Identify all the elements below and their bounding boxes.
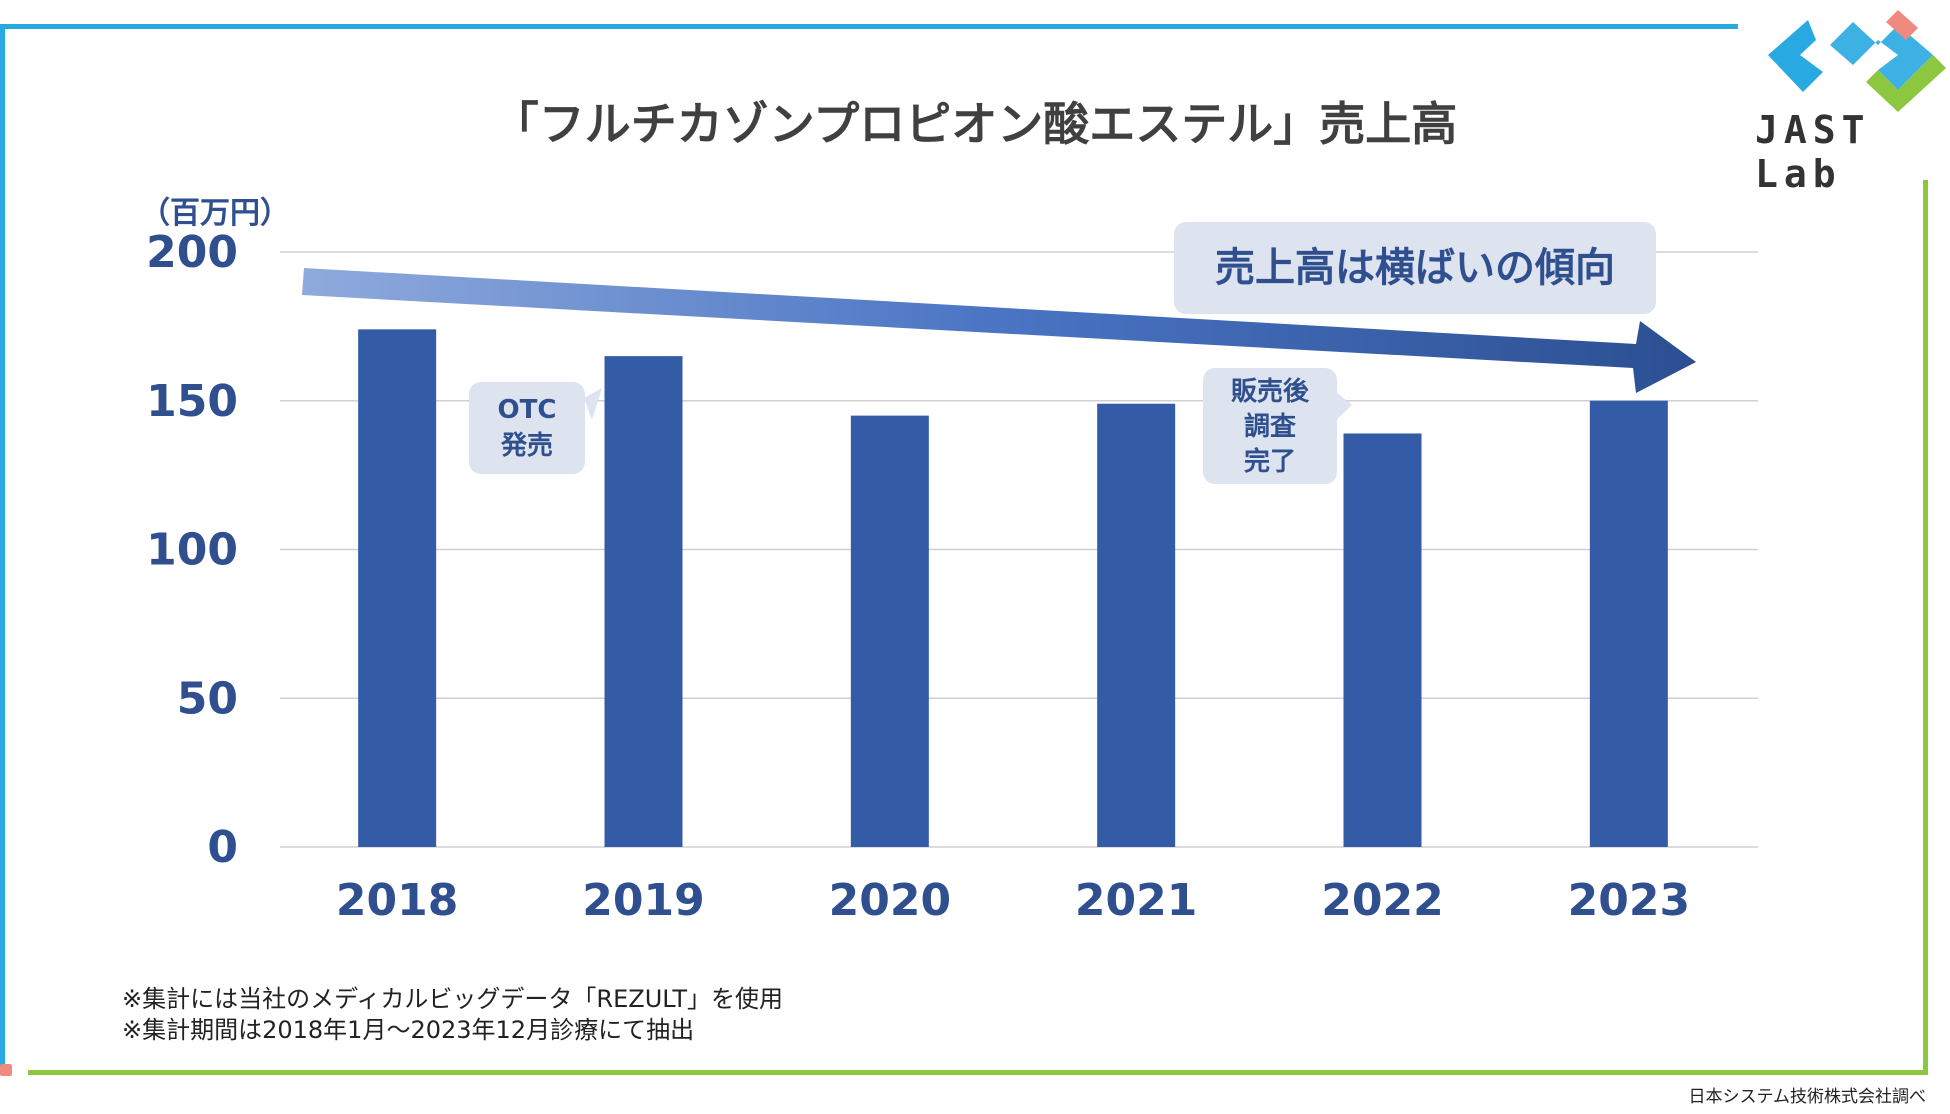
trend-arrow-icon [302,268,1696,393]
trend-callout: 売上高は横ばいの傾向 [1174,222,1656,314]
footnote: ※集計には当社のメディカルビッグデータ「REZULT」を使用 [122,985,784,1013]
otc-callout-line: OTC [497,395,557,425]
post-marketing-survey-callout: 販売後 調査 完了 [1203,368,1337,484]
y-tick-label: 100 [146,525,238,576]
bar-2018 [358,329,437,848]
frame-right-border [1923,180,1928,1075]
frame-left-border [0,24,5,1074]
footnote: ※集計期間は2018年1月～2023年12月診療にて抽出 [122,1016,695,1044]
y-tick-label: 50 [177,673,238,724]
bar-2019 [604,356,683,847]
survey-callout-line: 販売後 [1230,377,1309,407]
x-tick-label: 2020 [829,875,951,926]
survey-callout-line: 完了 [1243,447,1296,477]
y-axis-unit-label: （百万円） [140,196,290,231]
survey-callout-tail [1336,392,1352,420]
bar-2020 [850,415,929,847]
otc-callout-tail [584,388,602,420]
corner-accent [0,1064,12,1076]
footnotes: ※集計には当社のメディカルビッグデータ「REZULT」を使用 ※集計期間は201… [122,984,783,1046]
chart-title: 「フルチカゾンプロピオン酸エステル」売上高 [492,97,1458,151]
bar-2023 [1589,400,1668,847]
source-credit: 日本システム技術株式会社調べ [1688,1087,1927,1107]
y-tick-label: 200 [146,227,238,278]
y-tick-label: 0 [207,822,238,873]
survey-callout-line: 調査 [1243,412,1296,442]
x-tick-label: 2023 [1568,875,1690,926]
bar-2021 [1097,403,1176,847]
bar-2022 [1343,433,1422,847]
y-tick-label: 150 [146,376,238,427]
x-tick-label: 2022 [1321,875,1443,926]
frame-bottom-border [28,1070,1928,1075]
otc-release-callout: OTC 発売 [469,382,585,474]
otc-callout-line: 発売 [500,431,553,461]
frame-top-border [0,24,1738,29]
x-tick-label: 2018 [336,875,458,926]
x-tick-label: 2021 [1075,875,1197,926]
x-tick-label: 2019 [582,875,704,926]
jast-lab-logo-icon [1768,10,1946,112]
logo-text: JAST Lab [1755,108,1871,196]
